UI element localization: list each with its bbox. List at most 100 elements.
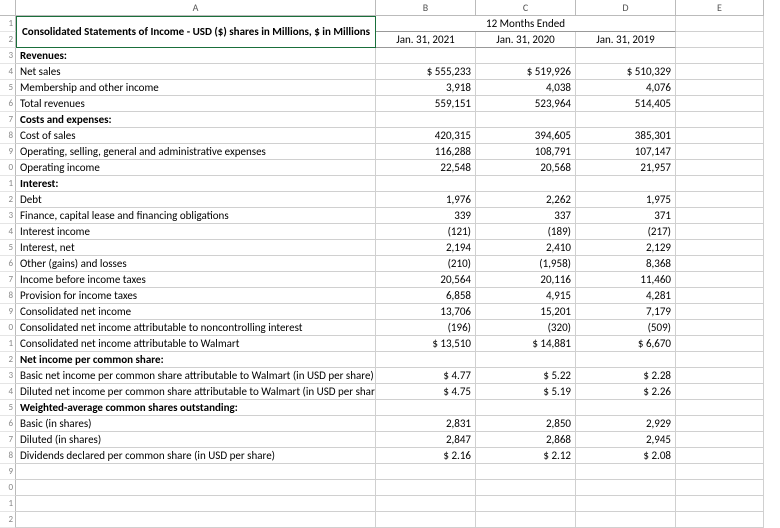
data-cell[interactable]: [376, 496, 476, 512]
data-cell[interactable]: 20,568: [476, 160, 576, 176]
data-cell[interactable]: 4,915: [476, 288, 576, 304]
row-label[interactable]: Consolidated net income: [16, 304, 376, 320]
row-header[interactable]: 3: [0, 48, 16, 64]
data-cell[interactable]: [376, 400, 476, 416]
data-cell[interactable]: $ 4.75: [376, 384, 476, 400]
data-cell[interactable]: 339: [376, 208, 476, 224]
row-label[interactable]: Provision for income taxes: [16, 288, 376, 304]
data-cell[interactable]: 1,976: [376, 192, 476, 208]
data-cell[interactable]: 371: [576, 208, 676, 224]
data-cell[interactable]: 4,038: [476, 80, 576, 96]
data-cell[interactable]: 514,405: [576, 96, 676, 112]
data-cell[interactable]: [576, 496, 676, 512]
data-cell[interactable]: [576, 480, 676, 496]
row-header[interactable]: 8: [0, 128, 16, 144]
data-cell[interactable]: [576, 464, 676, 480]
row-label[interactable]: [16, 464, 376, 480]
row-header[interactable]: 0: [0, 160, 16, 176]
data-cell[interactable]: 8,368: [576, 256, 676, 272]
data-cell[interactable]: (1,958): [476, 256, 576, 272]
row-header[interactable]: 2: [0, 512, 16, 528]
row-label[interactable]: Interest:: [16, 176, 376, 192]
row-header[interactable]: 4: [0, 384, 16, 400]
data-cell[interactable]: $ 6,670: [576, 336, 676, 352]
row-header[interactable]: 8: [0, 448, 16, 464]
data-cell[interactable]: (210): [376, 256, 476, 272]
data-cell[interactable]: $ 4.77: [376, 368, 476, 384]
data-cell[interactable]: $ 5.19: [476, 384, 576, 400]
row-header[interactable]: 7: [0, 432, 16, 448]
data-cell[interactable]: (509): [576, 320, 676, 336]
data-cell[interactable]: 523,964: [476, 96, 576, 112]
data-cell[interactable]: 13,706: [376, 304, 476, 320]
data-cell[interactable]: 4,281: [576, 288, 676, 304]
col-header-A[interactable]: A: [16, 0, 376, 16]
data-cell[interactable]: $ 14,881: [476, 336, 576, 352]
row-label[interactable]: Finance, capital lease and financing obl…: [16, 208, 376, 224]
data-cell[interactable]: [476, 496, 576, 512]
row-header[interactable]: 8: [0, 288, 16, 304]
data-cell[interactable]: 21,957: [576, 160, 676, 176]
row-header[interactable]: 2: [0, 352, 16, 368]
row-label[interactable]: Interest income: [16, 224, 376, 240]
row-label[interactable]: Net sales: [16, 64, 376, 80]
col-header-C[interactable]: C: [476, 0, 576, 16]
data-cell[interactable]: [576, 112, 676, 128]
data-cell[interactable]: $ 5.22: [476, 368, 576, 384]
row-header[interactable]: 4: [0, 224, 16, 240]
data-cell[interactable]: 2,194: [376, 240, 476, 256]
data-cell[interactable]: $ 2.12: [476, 448, 576, 464]
data-cell[interactable]: 22,548: [376, 160, 476, 176]
row-label[interactable]: Other (gains) and losses: [16, 256, 376, 272]
row-label[interactable]: Costs and expenses:: [16, 112, 376, 128]
data-cell[interactable]: $ 555,233: [376, 64, 476, 80]
data-cell[interactable]: 337: [476, 208, 576, 224]
row-label[interactable]: Consolidated net income attributable to …: [16, 320, 376, 336]
data-cell[interactable]: 1,975: [576, 192, 676, 208]
data-cell[interactable]: 108,791: [476, 144, 576, 160]
row-header[interactable]: 9: [0, 304, 16, 320]
data-cell[interactable]: (121): [376, 224, 476, 240]
col-header-D[interactable]: D: [576, 0, 676, 16]
spreadsheet-grid[interactable]: ABCDE1Consolidated Statements of Income …: [0, 0, 780, 528]
row-label[interactable]: [16, 480, 376, 496]
data-cell[interactable]: 559,151: [376, 96, 476, 112]
row-label[interactable]: Cost of sales: [16, 128, 376, 144]
data-cell[interactable]: 394,605: [476, 128, 576, 144]
row-header[interactable]: 4: [0, 64, 16, 80]
row-label[interactable]: Basic net income per common share attrib…: [16, 368, 376, 384]
data-cell[interactable]: 11,460: [576, 272, 676, 288]
row-label[interactable]: Diluted (in shares): [16, 432, 376, 448]
row-header[interactable]: 0: [0, 480, 16, 496]
row-label[interactable]: Basic (in shares): [16, 416, 376, 432]
data-cell[interactable]: 7,179: [576, 304, 676, 320]
data-cell[interactable]: 2,410: [476, 240, 576, 256]
data-cell[interactable]: 2,868: [476, 432, 576, 448]
row-header[interactable]: 5: [0, 240, 16, 256]
data-cell[interactable]: [576, 400, 676, 416]
data-cell[interactable]: 20,116: [476, 272, 576, 288]
row-header[interactable]: 6: [0, 96, 16, 112]
row-header[interactable]: 6: [0, 416, 16, 432]
row-label[interactable]: Operating income: [16, 160, 376, 176]
data-cell[interactable]: (320): [476, 320, 576, 336]
row-header[interactable]: 3: [0, 368, 16, 384]
data-cell[interactable]: [476, 112, 576, 128]
data-cell[interactable]: $ 2.28: [576, 368, 676, 384]
row-label[interactable]: Total revenues: [16, 96, 376, 112]
row-header[interactable]: 9: [0, 144, 16, 160]
data-cell[interactable]: 2,831: [376, 416, 476, 432]
row-label[interactable]: Interest, net: [16, 240, 376, 256]
data-cell[interactable]: 420,315: [376, 128, 476, 144]
data-cell[interactable]: [576, 48, 676, 64]
row-label[interactable]: Revenues:: [16, 48, 376, 64]
row-label[interactable]: Diluted net income per common share attr…: [16, 384, 376, 400]
row-label[interactable]: Operating, selling, general and administ…: [16, 144, 376, 160]
data-cell[interactable]: $ 2.26: [576, 384, 676, 400]
data-cell[interactable]: [376, 352, 476, 368]
row-header[interactable]: 1: [0, 336, 16, 352]
data-cell[interactable]: 385,301: [576, 128, 676, 144]
data-cell[interactable]: 2,129: [576, 240, 676, 256]
data-cell[interactable]: (189): [476, 224, 576, 240]
row-label[interactable]: Weighted-average common shares outstandi…: [16, 400, 376, 416]
